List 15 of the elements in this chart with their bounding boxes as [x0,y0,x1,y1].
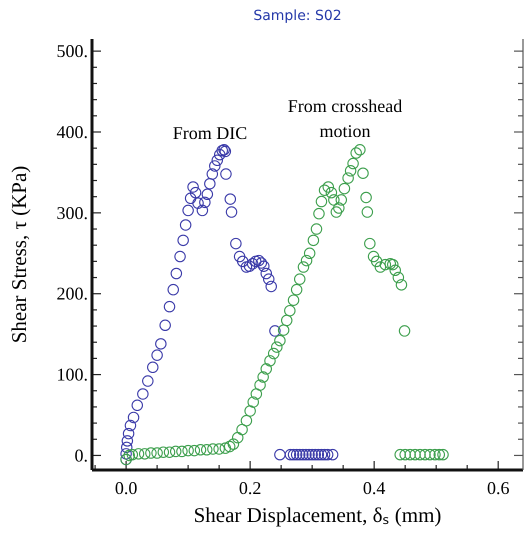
x-axis-title: Shear Displacement, δₛ (mm) [194,503,442,527]
chart-title: Sample: S02 [253,8,342,24]
x-tick-label: 0.0 [114,478,138,498]
annotation: From crosshead motion [288,96,402,141]
x-tick-label: 0.2 [238,478,262,498]
y-tick-label: 100. [56,364,88,385]
annotation: From DIC [172,123,248,143]
y-tick-label: 500. [56,41,88,62]
y-tick-label: 200. [56,284,88,304]
y-tick-label: 400. [56,122,88,142]
x-tick-label: 0.4 [362,478,386,498]
y-tick-label: 300. [56,202,88,223]
y-axis-title: Shear Stress, τ (KPa) [7,166,31,344]
x-tick-label: 0.6 [486,478,510,498]
y-tick-label: 0. [74,445,88,466]
